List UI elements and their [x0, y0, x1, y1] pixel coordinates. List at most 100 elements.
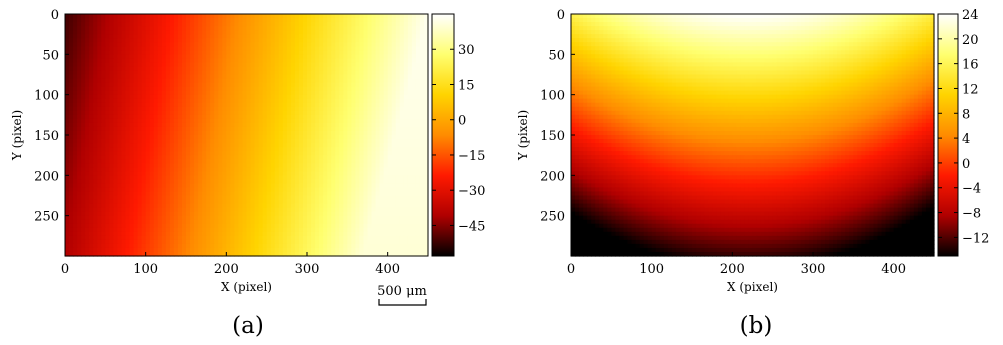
- heatmap-cell: [311, 211, 316, 217]
- heatmap-cell: [230, 183, 235, 189]
- heatmap-cell: [274, 203, 280, 209]
- heatmap-cell: [327, 126, 332, 132]
- heatmap-cell: [254, 74, 260, 80]
- heatmap-cell: [73, 151, 78, 156]
- heatmap-cell: [375, 106, 381, 112]
- heatmap-cell: [85, 187, 90, 193]
- heatmap-cell: [73, 34, 78, 39]
- heatmap-cell: [141, 78, 147, 84]
- heatmap-cell: [226, 46, 231, 51]
- heatmap-cell: [165, 78, 171, 84]
- heatmap-cell: [230, 78, 235, 84]
- heatmap-cell: [331, 203, 336, 209]
- heatmap-cell: [379, 102, 385, 108]
- heatmap-cell: [93, 159, 98, 164]
- heatmap-cell: [181, 215, 187, 221]
- heatmap-cell: [331, 191, 336, 197]
- heatmap-cell: [157, 151, 163, 156]
- heatmap-cell: [355, 78, 361, 84]
- heatmap-cell: [395, 86, 401, 92]
- heatmap-cell: [399, 203, 405, 209]
- heatmap-cell: [242, 187, 248, 193]
- heatmap-cell: [165, 183, 171, 189]
- heatmap-cell: [85, 38, 90, 43]
- heatmap-cell: [339, 147, 344, 152]
- heatmap-cell: [69, 34, 74, 39]
- heatmap-cell: [298, 211, 304, 217]
- heatmap-cell: [298, 106, 304, 112]
- heatmap-cell: [254, 199, 260, 205]
- heatmap-cell: [121, 135, 127, 140]
- heatmap-cell: [298, 163, 304, 168]
- heatmap-cell: [298, 159, 304, 164]
- heatmap-cell: [423, 199, 429, 205]
- heatmap-cell: [65, 26, 70, 31]
- heatmap-cell: [379, 126, 385, 132]
- heatmap-cell: [347, 98, 352, 104]
- heatmap-cell: [403, 70, 409, 76]
- heatmap-cell: [323, 18, 328, 23]
- heatmap-cell: [194, 175, 199, 180]
- heatmap-cell: [81, 151, 86, 156]
- heatmap-cell: [282, 86, 288, 92]
- heatmap-cell: [258, 147, 264, 152]
- heatmap-cell: [173, 22, 179, 27]
- heatmap-cell: [85, 78, 90, 84]
- heatmap-cell: [367, 195, 373, 201]
- heatmap-cell: [363, 151, 369, 156]
- heatmap-cell: [274, 155, 280, 160]
- heatmap-cell: [391, 223, 397, 229]
- heatmap-cell: [226, 235, 231, 241]
- heatmap-cell: [274, 86, 280, 92]
- heatmap-cell: [302, 94, 308, 100]
- heatmap-cell: [226, 135, 231, 140]
- heatmap-cell: [214, 139, 219, 144]
- heatmap-cell: [282, 78, 288, 84]
- heatmap-cell: [375, 187, 381, 193]
- heatmap-cell: [65, 94, 70, 100]
- heatmap-cell: [81, 14, 86, 19]
- heatmap-cell: [226, 74, 231, 80]
- heatmap-cell: [423, 231, 429, 237]
- heatmap-cell: [89, 94, 94, 100]
- heatmap-cell: [230, 14, 235, 19]
- heatmap-cell: [315, 143, 320, 148]
- heatmap-cell: [97, 94, 102, 100]
- heatmap-cell: [186, 86, 191, 92]
- heatmap-cell: [419, 171, 425, 176]
- heatmap-cell: [238, 106, 244, 112]
- heatmap-cell: [250, 155, 256, 160]
- heatmap-cell: [351, 74, 356, 80]
- heatmap-cell: [367, 215, 373, 221]
- heatmap-cell: [363, 231, 369, 237]
- heatmap-cell: [278, 227, 284, 233]
- heatmap-cell: [93, 207, 98, 213]
- heatmap-cell: [73, 203, 78, 209]
- heatmap-cell: [109, 163, 114, 168]
- heatmap-cell: [198, 70, 203, 76]
- heatmap-cell: [415, 147, 421, 152]
- heatmap-cell: [327, 102, 332, 108]
- heatmap-cell: [101, 139, 106, 144]
- heatmap-cell: [234, 207, 240, 213]
- heatmap-cell: [419, 74, 425, 80]
- heatmap-cell: [411, 211, 417, 217]
- heatmap-cell: [210, 155, 215, 160]
- heatmap-cell: [298, 118, 304, 124]
- heatmap-cell: [121, 26, 127, 31]
- heatmap-cell: [302, 74, 308, 80]
- heatmap-cell: [311, 231, 316, 237]
- heatmap-cell: [258, 191, 264, 197]
- heatmap-cell: [129, 199, 135, 205]
- heatmap-cell: [218, 42, 223, 47]
- heatmap-cell: [153, 163, 159, 168]
- heatmap-cell: [206, 179, 211, 184]
- heatmap-cell: [298, 38, 304, 43]
- heatmap-cell: [371, 167, 377, 172]
- heatmap-cell: [399, 66, 405, 72]
- heatmap-cell: [319, 147, 324, 152]
- heatmap-cell: [315, 94, 320, 100]
- heatmap-cell: [133, 18, 139, 23]
- heatmap-cell: [419, 118, 425, 124]
- heatmap-cell: [282, 215, 288, 221]
